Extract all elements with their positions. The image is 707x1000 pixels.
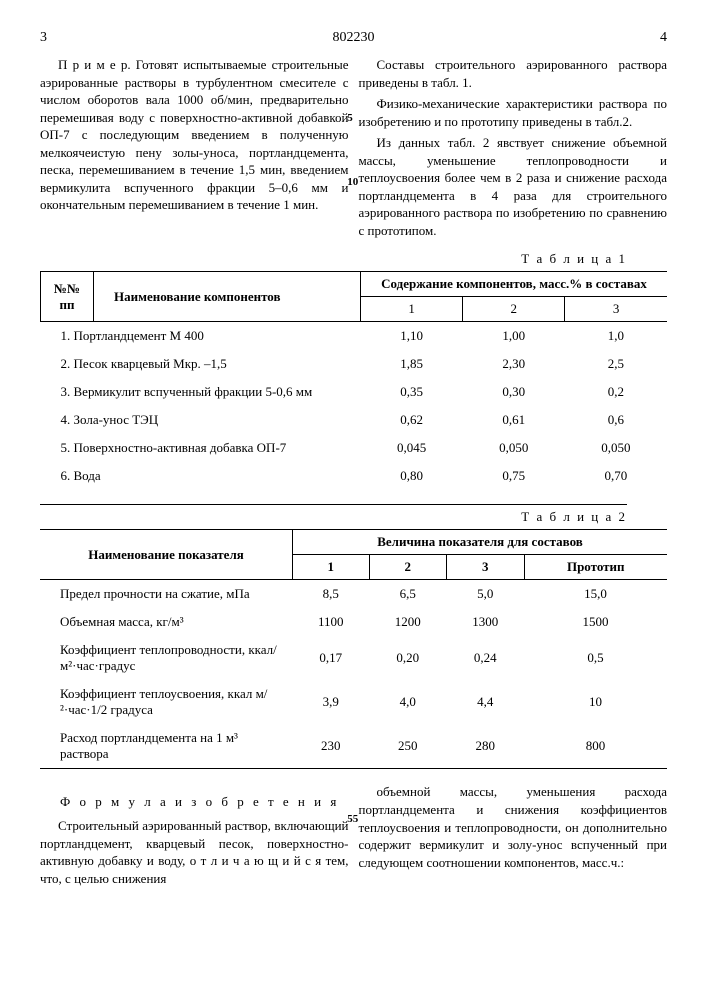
cell-value: 6,5	[369, 580, 446, 609]
page-header: 3 802230 4	[40, 30, 667, 46]
table-row: 1. Портландцемент М 4001,101,001,0	[41, 322, 668, 351]
cell-name: 4. Зола-унос ТЭЦ	[41, 406, 361, 434]
cell-name: Коэффициент теплопроводности, ккал/м²·ча…	[40, 636, 293, 680]
cell-value: 0,24	[447, 636, 524, 680]
intro-paragraph: Физико-механические характеристики раств…	[359, 95, 668, 130]
table1-sub1: 1	[361, 297, 463, 322]
table2-sub4: Прототип	[524, 555, 667, 580]
cell-name: 1. Портландцемент М 400	[41, 322, 361, 351]
table2-sub3: 3	[447, 555, 524, 580]
page-number-left: 3	[40, 30, 47, 46]
intro-paragraph: П р и м е р. Готовят испытываемые строит…	[40, 56, 349, 214]
cell-name: Предел прочности на сжатие, мПа	[40, 580, 293, 609]
cell-name: 3. Вермикулит вспученный фракции 5-0,6 м…	[41, 378, 361, 406]
line-marker: 5	[347, 112, 353, 124]
cell-value: 1,85	[361, 350, 463, 378]
cell-value: 2,30	[463, 350, 565, 378]
table2: Наименование показателя Величина показат…	[40, 529, 667, 769]
cell-value: 0,050	[463, 434, 565, 462]
table1-header-name: Наименование компонентов	[94, 272, 361, 322]
cell-value: 250	[369, 724, 446, 769]
cell-name: Объемная масса, кг/м³	[40, 608, 293, 636]
table-row: 6. Вода0,800,750,70	[41, 462, 668, 490]
cell-value: 800	[524, 724, 667, 769]
formula-left-column: Ф о р м у л а и з о б р е т е н и я Стро…	[40, 783, 349, 891]
cell-value: 1500	[524, 608, 667, 636]
cell-value: 0,30	[463, 378, 565, 406]
table2-header-name: Наименование показателя	[40, 530, 293, 580]
page-number-right: 4	[660, 30, 667, 46]
table1-label: Т а б л и ц а 1	[40, 251, 627, 267]
table-row: Коэффициент теплоусвоения, ккал м/²·час·…	[40, 680, 667, 724]
cell-value: 1,0	[565, 322, 667, 351]
cell-name: Расход портландцемента на 1 м³ раствора	[40, 724, 293, 769]
cell-value: 10	[524, 680, 667, 724]
cell-name: 5. Поверхностно-активная добавка ОП-7	[41, 434, 361, 462]
cell-name: Коэффициент теплоусвоения, ккал м/²·час·…	[40, 680, 293, 724]
cell-value: 4,0	[369, 680, 446, 724]
cell-value: 0,6	[565, 406, 667, 434]
cell-value: 0,61	[463, 406, 565, 434]
line-marker: 10	[347, 176, 358, 188]
table1-sub2: 2	[463, 297, 565, 322]
cell-value: 1100	[293, 608, 370, 636]
cell-value: 0,70	[565, 462, 667, 490]
cell-value: 0,050	[565, 434, 667, 462]
cell-name: 2. Песок кварцевый Mкр. –1,5	[41, 350, 361, 378]
table2-header-content: Величина показателя для составов	[293, 530, 668, 555]
intro-right-column: Составы строительного аэрированного раст…	[359, 56, 668, 243]
table-row: 3. Вермикулит вспученный фракции 5-0,6 м…	[41, 378, 668, 406]
cell-value: 0,75	[463, 462, 565, 490]
cell-value: 0,35	[361, 378, 463, 406]
table1-header-num: №№ пп	[41, 272, 94, 322]
table-row: Расход портландцемента на 1 м³ раствора2…	[40, 724, 667, 769]
formula-columns: 55 Ф о р м у л а и з о б р е т е н и я С…	[40, 783, 667, 891]
intro-paragraph: Составы строительного аэрированного раст…	[359, 56, 668, 91]
intro-left-column: П р и м е р. Готовят испытываемые строит…	[40, 56, 349, 243]
cell-value: 0,62	[361, 406, 463, 434]
cell-value: 0,2	[565, 378, 667, 406]
cell-value: 0,17	[293, 636, 370, 680]
formula-paragraph: объемной массы, уменьшения расхода портл…	[359, 783, 668, 871]
formula-paragraph: Строительный аэрированный раствор, включ…	[40, 817, 349, 887]
table1: №№ пп Наименование компонентов Содержани…	[40, 271, 667, 490]
cell-value: 5,0	[447, 580, 524, 609]
cell-value: 2,5	[565, 350, 667, 378]
table2-sub1: 1	[293, 555, 370, 580]
formula-title: Ф о р м у л а и з о б р е т е н и я	[60, 793, 349, 811]
table-row: 2. Песок кварцевый Mкр. –1,51,852,302,5	[41, 350, 668, 378]
formula-right-column: объемной массы, уменьшения расхода портл…	[359, 783, 668, 891]
cell-value: 15,0	[524, 580, 667, 609]
intro-columns: 5 10 П р и м е р. Готовят испытываемые с…	[40, 56, 667, 243]
table1-header-content: Содержание компонентов, масс.% в состава…	[361, 272, 668, 297]
cell-value: 0,20	[369, 636, 446, 680]
table-row: Коэффициент теплопроводности, ккал/м²·ча…	[40, 636, 667, 680]
table2-sub2: 2	[369, 555, 446, 580]
table-row: 5. Поверхностно-активная добавка ОП-70,0…	[41, 434, 668, 462]
cell-value: 1300	[447, 608, 524, 636]
table-row: Предел прочности на сжатие, мПа8,56,55,0…	[40, 580, 667, 609]
cell-value: 0,045	[361, 434, 463, 462]
table2-label: Т а б л и ц а 2	[40, 504, 627, 525]
table1-sub3: 3	[565, 297, 667, 322]
cell-value: 1,10	[361, 322, 463, 351]
cell-value: 1,00	[463, 322, 565, 351]
table-row: 4. Зола-унос ТЭЦ0,620,610,6	[41, 406, 668, 434]
table-row: Объемная масса, кг/м³1100120013001500	[40, 608, 667, 636]
cell-name: 6. Вода	[41, 462, 361, 490]
cell-value: 280	[447, 724, 524, 769]
line-marker: 55	[347, 813, 358, 825]
intro-paragraph: Из данных табл. 2 явствует снижение объе…	[359, 134, 668, 239]
cell-value: 230	[293, 724, 370, 769]
cell-value: 4,4	[447, 680, 524, 724]
cell-value: 1200	[369, 608, 446, 636]
cell-value: 3,9	[293, 680, 370, 724]
cell-value: 0,5	[524, 636, 667, 680]
cell-value: 8,5	[293, 580, 370, 609]
document-number: 802230	[333, 30, 375, 46]
cell-value: 0,80	[361, 462, 463, 490]
